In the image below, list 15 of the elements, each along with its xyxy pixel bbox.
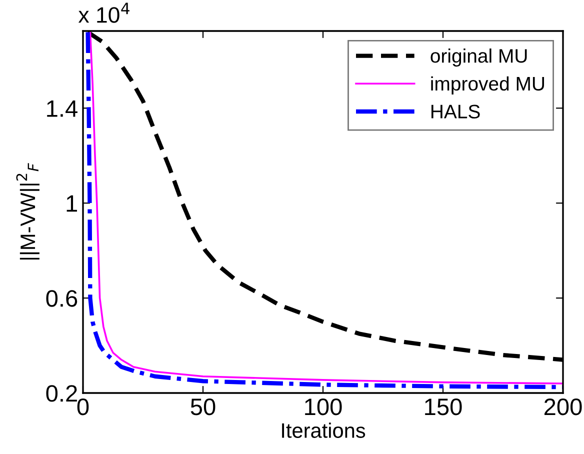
y-tick-label: 0.2 bbox=[46, 385, 77, 402]
x-tick-label: 150 bbox=[425, 398, 462, 416]
y-axis-title: ||M-VW||$^{2}$$_{F}$ bbox=[16, 163, 40, 260]
legend-label: original MU bbox=[430, 48, 527, 67]
x-tick-label: 200 bbox=[544, 398, 582, 416]
y-tick-label: 1 bbox=[66, 195, 77, 212]
x-axis-title: Iterations bbox=[282, 422, 366, 438]
legend-label: HALS bbox=[431, 104, 480, 118]
y-tick-label: 1.4 bbox=[47, 100, 78, 117]
text: x 10$^{4}$ bbox=[78, 2, 130, 23]
x-tick-label: 50 bbox=[190, 398, 216, 416]
x-tick-label: 0 bbox=[77, 398, 89, 416]
legend-label: improved MU bbox=[431, 76, 544, 94]
x-tick-label: 100 bbox=[305, 398, 342, 416]
y-tick-label: 0.6 bbox=[46, 290, 78, 307]
